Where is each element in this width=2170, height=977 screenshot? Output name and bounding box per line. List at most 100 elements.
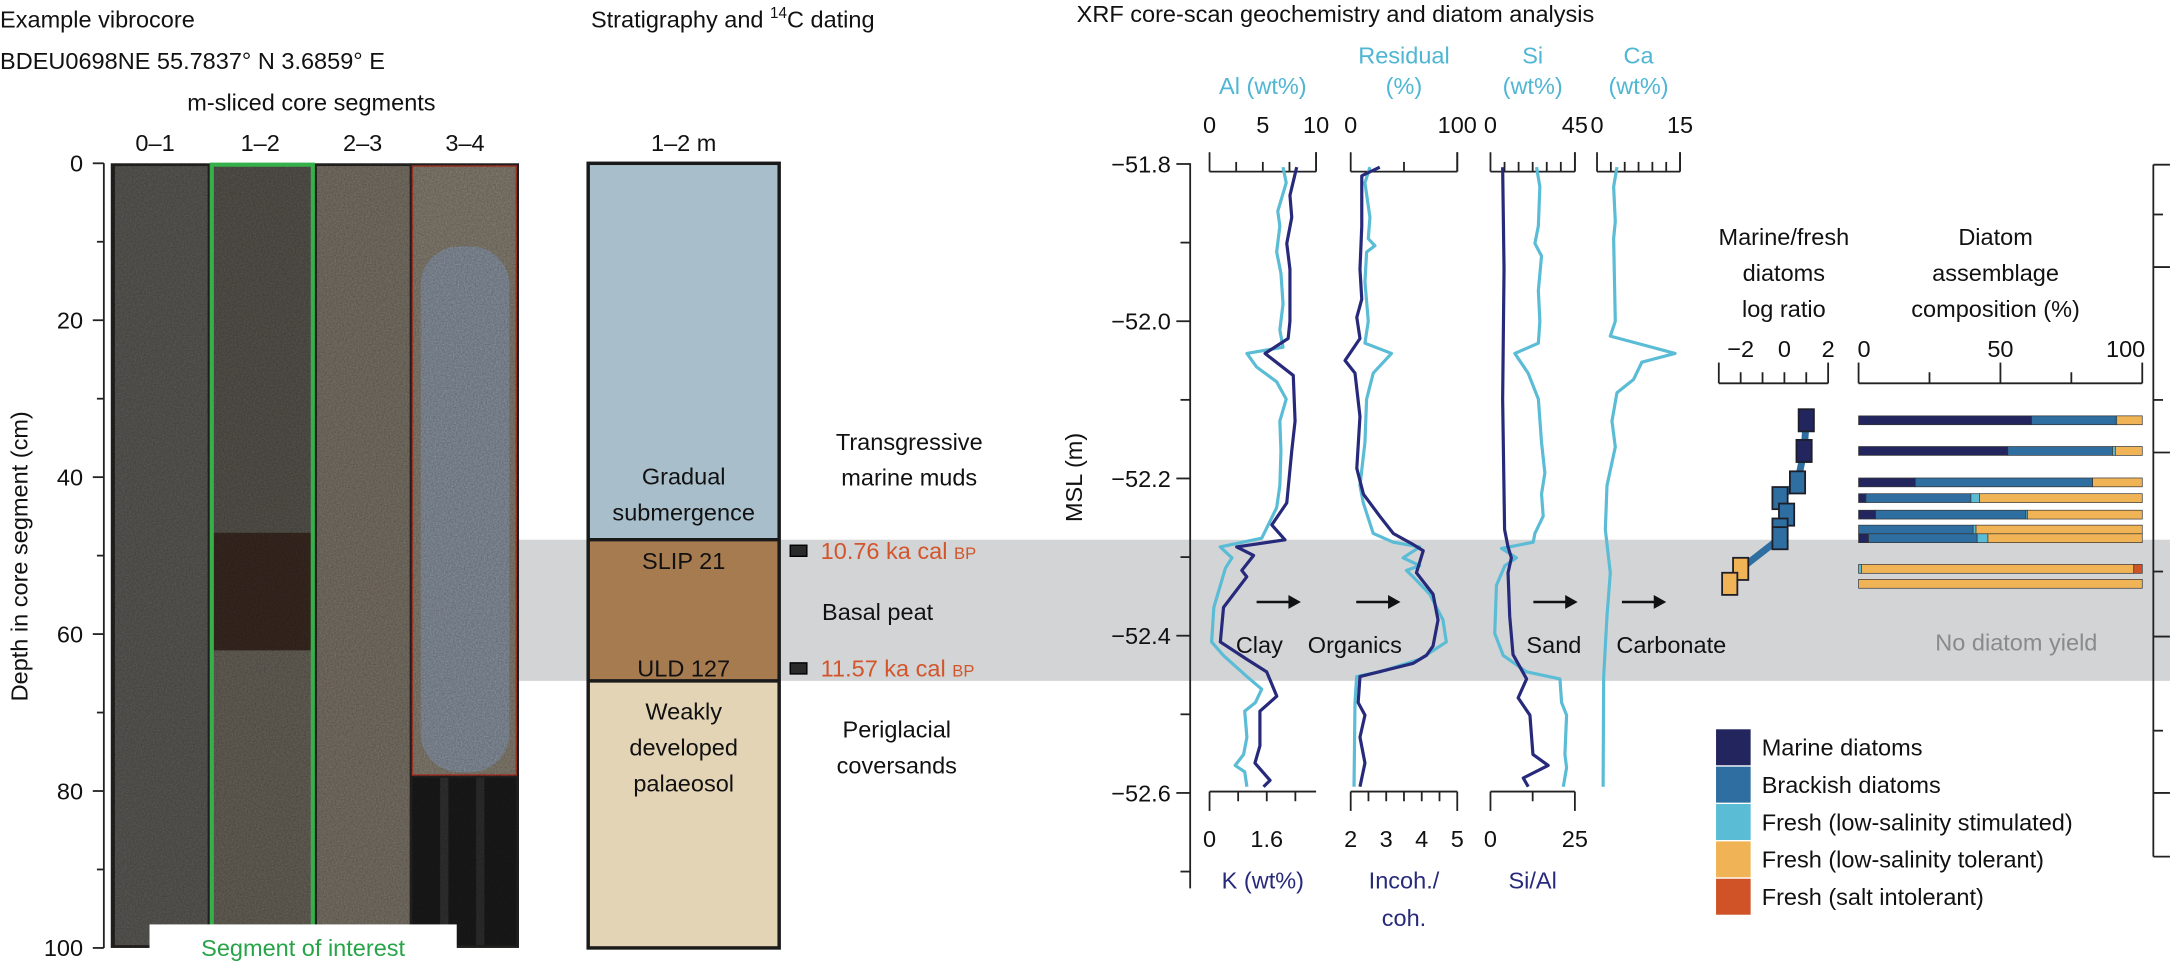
unit-label: Weakly [645,699,722,725]
tick-label: 4 [1415,826,1428,852]
bar-segment-marine [1858,533,1869,543]
segment-label: 2–3 [343,130,382,156]
msl-tick-label: −52.4 [1111,623,1171,649]
legend-label: Brackish diatoms [1762,772,1941,798]
series-line-incohcoh [1343,165,1440,788]
xrf-title: XRF core-scan geochemistry and diatom an… [1077,1,1595,27]
assemblage-bar [1858,477,2143,488]
legend-swatch [1716,729,1751,766]
bar-segment-brackish [2031,415,2116,426]
core-title: Example vibrocore [0,7,195,33]
bar-segment-stimulated [2112,446,2116,456]
radiocarbon-sample-marker [789,544,808,558]
axis-title: K (wt%) [1222,867,1304,893]
depth-tick-label: 40 [57,464,83,490]
bar-segment-tolerant [2027,509,2143,520]
bar-segment-tolerant [1858,579,2143,589]
bar-segment-tolerant [2114,446,2143,456]
log-ratio-chart: Marine/fresh diatoms log ratio −2 0 2 [1717,224,1849,596]
tick-label: 45 [1562,112,1588,138]
bar-segment-tolerant [2092,477,2143,488]
legend-swatch [1716,841,1751,878]
trend-label: Clay [1236,632,1283,658]
strat-column-label: 1–2 m [651,130,716,156]
bar-segment-stimulated [1970,493,1980,503]
legend-label: Fresh (salt intolerant) [1762,884,1984,910]
bar-segment-stimulated [1976,533,1989,543]
depth-tick-label: 20 [57,308,83,334]
legend: Marine diatoms Brackish diatoms Fresh (low… [1716,729,2073,915]
msl-axis: −51.8 −52.0 −52.2 −52.4 −52.6 [1111,151,1192,889]
core-panel: Example vibrocore BDEU0698NE 55.7837° N … [0,7,520,966]
tick-label: 0 [1484,112,1497,138]
unit-gradual-submergence [588,163,780,540]
msl-tick-label: −52.6 [1111,780,1171,806]
msl-tick-label: −51.8 [1111,151,1171,177]
assemblage-bar [1858,446,2143,456]
facies-label: Transgressive [836,429,983,455]
series-line-si [1493,166,1569,787]
bar-segment-marine [1858,493,1867,503]
axis-title: coh. [1382,905,1426,931]
depth-tick-label: 100 [44,935,83,961]
legend-item-stimulated: Fresh (low-salinity stimulated) [1716,804,2073,840]
bar-segment-tolerant [1975,524,2143,535]
axis-title: Si [1522,43,1543,69]
legend-item-brackish: Brackish diatoms [1716,766,1941,803]
legend-label: Fresh (low-salinity stimulated) [1762,809,2073,835]
tick-label: −2 [1727,336,1754,362]
legend-swatch [1716,766,1751,803]
bar-segment-brackish [1868,533,1978,543]
axis-title: (wt%) [1503,73,1563,99]
xrf-diatom-panel: XRF core-scan geochemistry and diatom an… [1061,1,2170,931]
assemblage-bar [1858,579,2143,589]
xrf-panel-ca: 0 15 Ca (wt%) [1590,43,1693,787]
tick-label: 2 [1344,826,1357,852]
core-id: BDEU0698NE 55.7837° N 3.6859° E [0,48,385,74]
assemblage-bar [1858,533,2143,543]
depth-tick-label: 60 [57,621,83,647]
facies-label: coversands [837,753,957,779]
axis-title: Si/Al [1508,867,1556,893]
bar-segment-brackish [1865,493,1972,503]
date-label: 10.76 ka cal BP [821,538,976,564]
msl-axis-label: MSL (m) [1061,433,1087,522]
tick-label: 0 [1203,112,1216,138]
arrow-head-icon [1288,595,1301,609]
arrow-head-icon [1388,595,1401,609]
axis-title: (wt%) [1608,73,1668,99]
legend-swatch [1716,804,1751,840]
depth-tick-label: 0 [70,151,83,177]
depth-axis-label: Depth in core segment (cm) [7,411,33,701]
stratigraphy-panel: Stratigraphy and 14C dating 1–2 m Gradua… [586,5,983,950]
tick-label: 0 [1344,112,1357,138]
series-line-residual [1352,166,1448,787]
log-ratio-point [1721,571,1739,596]
unit-label: developed [629,735,738,761]
facies-label: marine muds [841,465,977,491]
arrow-head-icon [1653,595,1667,609]
unit-label: Gradual [642,463,726,489]
assemblage-title: composition (%) [1911,296,2080,322]
legend-swatch [1716,878,1751,915]
date-label: 11.57 ka cal BP [821,656,975,682]
assemblage-bar [1858,564,2143,574]
assemblage-bar [1858,524,2143,535]
tick-label: 2 [1822,336,1835,362]
facies-label: Basal peat [822,599,934,625]
bar-segment-stimulated [1972,524,1977,535]
bar-segment-tolerant [1861,564,2135,574]
segment-label: 1–2 [241,130,280,156]
series-line-ca [1601,166,1677,787]
bar-segment-marine [1858,477,1916,488]
log-ratio-title: diatoms [1743,260,1825,286]
sample-label: SLIP 21 [642,548,725,574]
log-ratio-title: log ratio [1742,296,1826,322]
tick-label: 3 [1380,826,1393,852]
tick-label: 100 [2106,336,2145,362]
tick-label: 0 [1590,112,1603,138]
